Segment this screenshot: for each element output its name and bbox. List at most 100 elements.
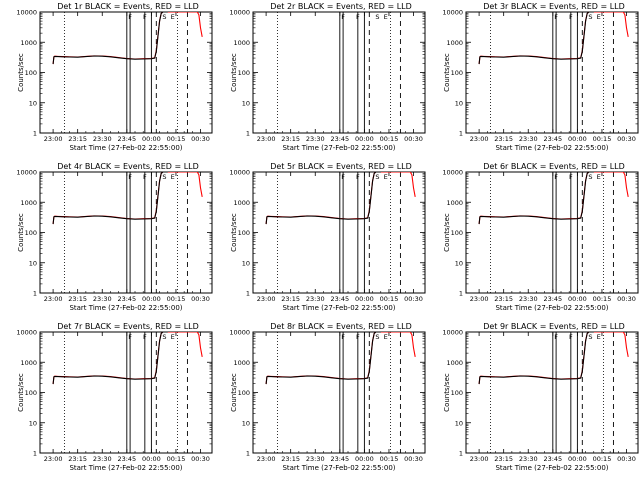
marker-letter: S [588, 13, 592, 21]
x-tick-label: 23:15 [494, 135, 513, 143]
y-axis-label: Counts/sec [230, 53, 238, 92]
x-tick-label: 23:00 [44, 455, 63, 463]
events-series-line [52, 12, 168, 65]
panel-title: Det 7r BLACK = Events, RED = LLD [57, 322, 199, 331]
x-tick-label: 23:45 [543, 455, 562, 463]
y-tick-label: 10000 [442, 9, 463, 17]
marker-letter: F [569, 13, 573, 21]
panel-det-3: Det 3r BLACK = Events, RED = LLD 1 10 100 10… [442, 2, 639, 152]
y-tick-label: 10000 [16, 169, 37, 177]
x-tick-label: 00:30 [191, 135, 210, 143]
panel-det-7: Det 7r BLACK = Events, RED = LLD 1 10 100 10… [16, 322, 213, 472]
y-tick-label: 100 [25, 229, 37, 237]
x-tick-label: 00:15 [380, 455, 399, 463]
marker-letter: E [171, 333, 175, 341]
panel-title: Det 5r BLACK = Events, RED = LLD [270, 162, 412, 171]
x-tick-label: 23:00 [44, 295, 63, 303]
y-tick-label: 10 [242, 259, 250, 267]
x-tick-label: 23:00 [257, 135, 276, 143]
marker-letter: F [554, 173, 558, 181]
x-tick-label: 00:15 [167, 455, 186, 463]
marker-letter: S [162, 333, 166, 341]
x-tick-label: 00:30 [191, 455, 210, 463]
x-tick-label: 23:30 [93, 135, 112, 143]
panel-title: Det 2r BLACK = Events, RED = LLD [270, 2, 412, 11]
marker-letter: F [356, 173, 360, 181]
marker-letter: S [375, 333, 379, 341]
x-tick-label: 00:00 [568, 135, 587, 143]
x-axis-label: Start Time (27-Feb-02 22:55:00) [495, 464, 608, 472]
y-tick-label: 10 [29, 419, 37, 427]
y-tick-label: 1 [459, 450, 463, 458]
x-tick-label: 00:00 [142, 135, 161, 143]
x-tick-label: 23:15 [281, 295, 300, 303]
y-axis-label: Counts/sec [230, 213, 238, 252]
marker-letter: F [356, 333, 360, 341]
x-axis-label: Start Time (27-Feb-02 22:55:00) [495, 144, 608, 152]
marker-letter: S [375, 173, 379, 181]
marker-letter: F [128, 13, 132, 21]
x-tick-label: 23:45 [543, 135, 562, 143]
events-series-line [52, 332, 168, 385]
x-tick-label: 00:00 [142, 455, 161, 463]
y-axis-label: Counts/sec [17, 373, 25, 412]
events-series-line [265, 332, 381, 385]
x-axis-label: Start Time (27-Feb-02 22:55:00) [69, 464, 182, 472]
panel-det-2: Det 2r BLACK = Events, RED = LLD 1 10 100 10… [229, 2, 426, 152]
x-tick-label: 00:00 [568, 455, 587, 463]
y-tick-label: 10 [242, 99, 250, 107]
x-tick-label: 23:30 [519, 135, 538, 143]
series-group [52, 12, 203, 65]
series-group [478, 332, 629, 385]
marker-letter: F [356, 13, 360, 21]
marker-letter: S [588, 333, 592, 341]
panel-det-9: Det 9r BLACK = Events, RED = LLD 1 10 100 10… [442, 322, 639, 472]
y-tick-label: 100 [451, 69, 463, 77]
y-tick-label: 10000 [229, 9, 250, 17]
marker-letter: F [128, 173, 132, 181]
panel-det-4: Det 4r BLACK = Events, RED = LLD 1 10 100 10… [16, 162, 213, 312]
x-tick-label: 23:00 [470, 135, 489, 143]
events-series-line [478, 172, 594, 225]
x-tick-label: 23:15 [68, 135, 87, 143]
series-group [52, 172, 203, 225]
y-tick-label: 1000 [20, 39, 37, 47]
series-group [478, 172, 629, 225]
marker-letter: F [143, 173, 147, 181]
x-tick-label: 23:45 [117, 135, 136, 143]
panel-title: Det 4r BLACK = Events, RED = LLD [57, 162, 199, 171]
x-tick-label: 00:00 [568, 295, 587, 303]
x-tick-label: 23:45 [117, 455, 136, 463]
x-tick-label: 00:30 [191, 295, 210, 303]
y-axis-label: Counts/sec [230, 373, 238, 412]
y-tick-label: 1 [459, 130, 463, 138]
x-axis-label: Start Time (27-Feb-02 22:55:00) [282, 304, 395, 312]
y-tick-label: 10 [29, 99, 37, 107]
x-tick-label: 23:30 [519, 455, 538, 463]
x-tick-label: 23:15 [494, 455, 513, 463]
panel-det-5: Det 5r BLACK = Events, RED = LLD 1 10 100 10… [229, 162, 426, 312]
x-tick-label: 00:30 [617, 295, 636, 303]
events-series-line [478, 332, 594, 385]
plot-frame [39, 171, 213, 294]
plot-frame [465, 11, 639, 134]
panel-title: Det 8r BLACK = Events, RED = LLD [270, 322, 412, 331]
x-tick-label: 23:30 [93, 455, 112, 463]
y-tick-label: 1 [33, 450, 37, 458]
plot-frame [252, 331, 426, 454]
plot-frame [252, 11, 426, 134]
x-tick-label: 23:45 [330, 455, 349, 463]
plot-frame [465, 331, 639, 454]
y-axis-label: Counts/sec [443, 213, 451, 252]
y-tick-label: 1000 [233, 199, 250, 207]
events-series-line [52, 172, 168, 225]
marker-letter: F [143, 13, 147, 21]
x-tick-label: 23:00 [257, 295, 276, 303]
x-axis-label: Start Time (27-Feb-02 22:55:00) [282, 144, 395, 152]
panel-det-1: Det 1r BLACK = Events, RED = LLD 1 10 100 10… [16, 2, 213, 152]
x-tick-label: 00:15 [593, 455, 612, 463]
plot-frame [39, 331, 213, 454]
plot-frame [39, 11, 213, 134]
y-tick-label: 10000 [229, 169, 250, 177]
y-tick-label: 1 [246, 450, 250, 458]
